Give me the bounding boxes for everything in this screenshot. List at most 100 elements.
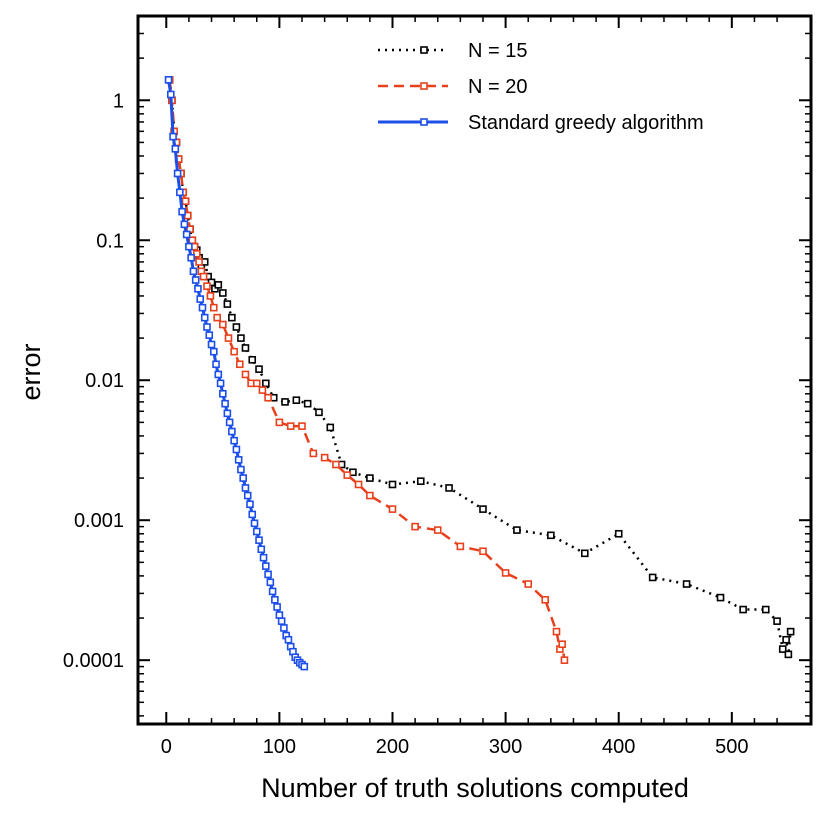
- data-point: [214, 281, 223, 289]
- data-point: [213, 313, 221, 322]
- data-point: [176, 188, 184, 197]
- data-point: [243, 491, 252, 500]
- data-point: [221, 399, 229, 408]
- data-point: [246, 500, 254, 509]
- legend: N = 15 N = 20 Standard greedy algorithm: [378, 40, 704, 134]
- data-point: [513, 526, 521, 534]
- data-point: [416, 477, 425, 485]
- axis-ticks: [138, 16, 811, 724]
- data-point: [237, 465, 245, 474]
- data-point: [223, 409, 232, 418]
- data-point: [232, 445, 241, 454]
- data-point: [784, 650, 793, 659]
- data-point: [315, 408, 323, 417]
- data-point: [239, 474, 247, 482]
- legend-marker: [420, 118, 428, 126]
- x-tick-label: 0: [161, 736, 172, 758]
- legend-marker: [420, 46, 428, 54]
- data-point: [786, 627, 795, 636]
- data-point: [214, 370, 223, 379]
- x-tick-label: 400: [602, 736, 635, 758]
- data-point: [479, 547, 487, 556]
- data-point: [219, 289, 227, 297]
- data-point: [180, 220, 189, 229]
- data-point: [614, 529, 623, 538]
- data-point: [203, 282, 211, 290]
- series-1: [165, 76, 795, 659]
- data-point: [219, 320, 227, 329]
- data-point: [388, 505, 397, 513]
- legend-label: Standard greedy algorithm: [468, 112, 704, 134]
- data-point: [255, 365, 263, 373]
- x-tick-label: 500: [715, 736, 748, 758]
- data-point: [326, 423, 335, 432]
- data-point: [433, 526, 442, 534]
- data-point: [241, 370, 250, 379]
- data-point: [388, 480, 397, 489]
- data-point: [200, 313, 209, 322]
- data-point: [189, 267, 198, 276]
- data-point: [281, 398, 289, 406]
- data-point: [241, 484, 250, 492]
- series-layer: [164, 76, 795, 671]
- data-point: [207, 340, 216, 349]
- data-point: [682, 580, 691, 588]
- y-tick-label: 0.1: [96, 230, 124, 252]
- data-point: [235, 360, 244, 369]
- data-point: [257, 545, 266, 554]
- data-point: [541, 595, 549, 604]
- data-point: [230, 436, 238, 445]
- legend-label: N = 15: [468, 40, 527, 62]
- data-point: [761, 605, 770, 614]
- data-point: [183, 211, 192, 220]
- data-point: [277, 617, 286, 625]
- data-point: [252, 527, 261, 536]
- data-point: [343, 471, 352, 479]
- data-point: [264, 570, 272, 579]
- data-point: [716, 593, 725, 602]
- data-point: [366, 491, 374, 500]
- data-point: [547, 531, 555, 540]
- data-point: [196, 295, 205, 303]
- data-point: [560, 656, 569, 664]
- data-point: [284, 635, 293, 644]
- data-point: [182, 230, 191, 239]
- data-point: [300, 662, 309, 671]
- data-point: [187, 253, 195, 262]
- data-point: [237, 334, 245, 342]
- data-point: [206, 292, 215, 300]
- data-point: [194, 284, 202, 293]
- data-point: [259, 553, 268, 562]
- data-point: [216, 379, 225, 388]
- data-point: [223, 300, 232, 308]
- data-point: [258, 386, 267, 394]
- y-tick-label: 0.01: [85, 370, 124, 392]
- data-point: [164, 76, 173, 84]
- series-3: [164, 76, 309, 671]
- data-point: [193, 250, 201, 258]
- data-point: [354, 480, 363, 489]
- data-point: [228, 427, 236, 436]
- data-point: [224, 334, 233, 342]
- data-point: [778, 645, 787, 653]
- y-tick-labels: 1 0.1 0.01 0.001 0.0001: [63, 90, 124, 672]
- data-point: [320, 453, 329, 462]
- data-point: [332, 460, 340, 469]
- data-point: [366, 474, 374, 482]
- data-point: [273, 603, 281, 611]
- data-point: [178, 207, 186, 216]
- series-line: [168, 79, 792, 655]
- data-point: [271, 595, 279, 604]
- data-point: [225, 418, 234, 427]
- data-point: [264, 393, 272, 402]
- plot-frame: [136, 14, 813, 726]
- data-point: [234, 456, 243, 464]
- series-line: [167, 79, 306, 668]
- x-tick-label: 100: [263, 736, 296, 758]
- data-point: [648, 573, 657, 582]
- data-point: [280, 624, 288, 632]
- data-point: [248, 510, 257, 519]
- x-tick-labels: 0 100 200 300 400 500: [161, 736, 749, 758]
- data-point: [173, 169, 182, 178]
